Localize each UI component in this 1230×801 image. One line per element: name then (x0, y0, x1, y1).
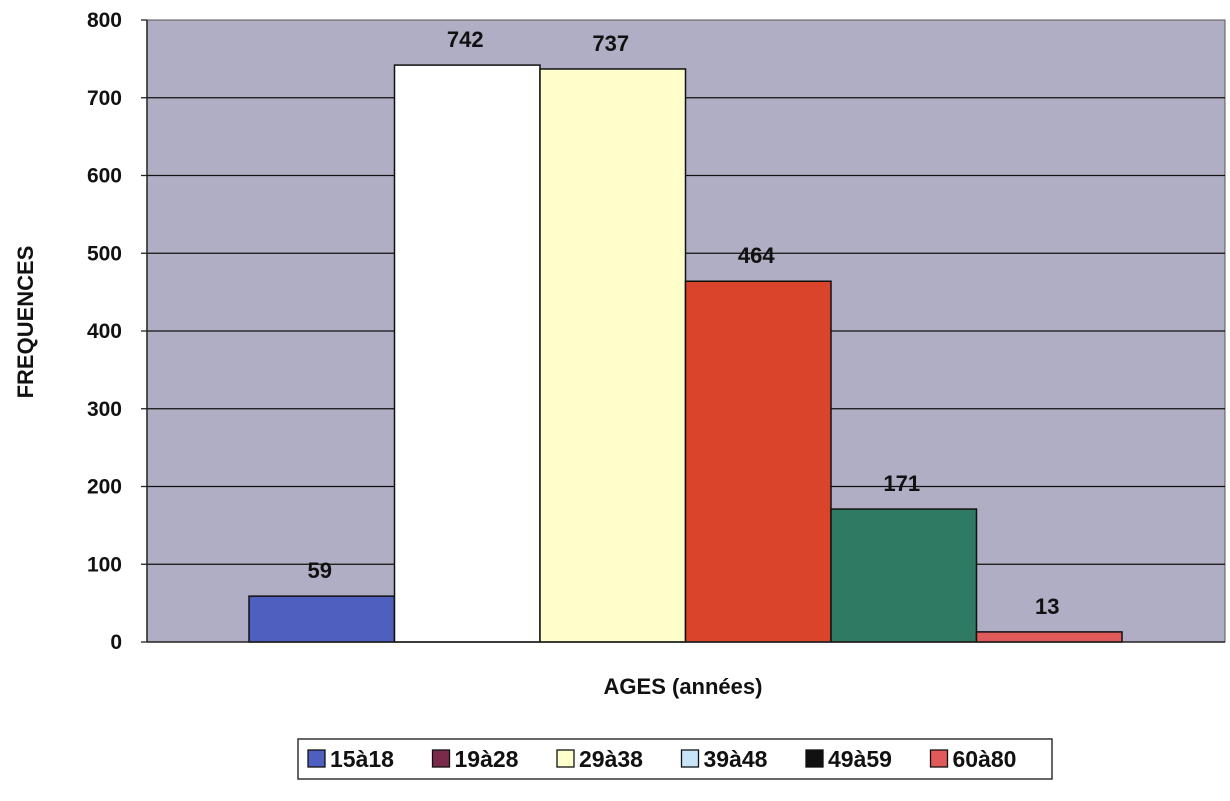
data-label: 13 (1035, 594, 1059, 619)
legend-entry-label: 39à48 (704, 746, 768, 772)
legend-swatch (431, 749, 451, 768)
data-label: 464 (738, 243, 775, 268)
legend-box (297, 738, 1053, 780)
bar-19à28 (393, 64, 541, 643)
legend-swatch (929, 749, 949, 768)
bar-49à59 (830, 508, 978, 643)
legend-entry-label: 49à59 (828, 746, 892, 772)
data-label: 171 (883, 471, 920, 496)
y-axis-title: FREQUENCES (13, 246, 38, 399)
y-tick-label: 100 (87, 553, 122, 576)
bars (248, 64, 1123, 643)
y-axis-ticks: 0 100 200 300 400 500 600 700 800 (87, 9, 147, 654)
bar-15à18 (248, 595, 396, 643)
legend: 15à18 19à28 29à38 39à48 49à59 60à80 (297, 738, 1053, 780)
data-label: 59 (308, 558, 332, 583)
legend-entry-label: 60à80 (953, 746, 1017, 772)
x-axis-title: AGES (années) (604, 674, 763, 699)
y-tick-label: 0 (110, 631, 122, 654)
y-tick-label: 300 (87, 398, 122, 421)
legend-swatch (307, 749, 326, 768)
data-labels: 59 742 737 464 171 13 (308, 27, 1060, 619)
bar-39à48 (684, 280, 832, 643)
y-tick-label: 800 (87, 9, 122, 32)
data-label: 737 (592, 31, 629, 56)
data-label: 742 (447, 27, 484, 52)
legend-swatch (680, 749, 700, 768)
y-tick-label: 200 (87, 476, 122, 499)
legend-entry-label: 15à18 (330, 746, 394, 772)
y-tick-label: 400 (87, 320, 122, 343)
legend-entry-label: 29à38 (579, 746, 643, 772)
bar-29à38 (539, 68, 687, 643)
legend-swatch (805, 749, 824, 768)
y-tick-label: 500 (87, 242, 122, 265)
y-tick-label: 600 (87, 165, 122, 188)
bar-60à80 (975, 631, 1123, 643)
legend-entry-label: 19à28 (455, 746, 519, 772)
y-tick-label: 700 (87, 87, 122, 110)
legend-swatch (556, 749, 575, 768)
